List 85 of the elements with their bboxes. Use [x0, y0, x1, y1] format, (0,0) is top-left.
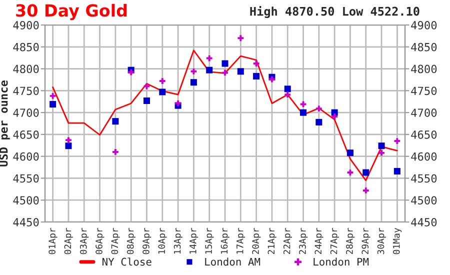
y2-tick-label: 4850 [411, 42, 437, 52]
point [332, 114, 338, 120]
y2-tick-label: 4650 [411, 130, 437, 139]
point [378, 150, 384, 156]
x-tick-label: 01Apr [48, 228, 58, 254]
chart-title: 30 Day Gold [16, 4, 127, 20]
point [284, 92, 291, 98]
point [300, 109, 307, 116]
y-tick-label: 4450 [13, 218, 39, 226]
point [222, 60, 228, 67]
point [50, 92, 56, 99]
y2-tick-label: 4550 [411, 174, 437, 183]
point [112, 149, 118, 155]
y-tick-label: 4650 [13, 130, 39, 139]
text: High 4870.50 Low 4522.10 [250, 6, 420, 18]
line-series [52, 50, 398, 182]
point [128, 69, 134, 76]
point [66, 137, 72, 144]
point [347, 170, 354, 176]
point [50, 100, 56, 108]
point [238, 35, 244, 42]
x-tick-label: 14Apr [190, 228, 198, 254]
x-tick-label: 20Apr [252, 228, 261, 254]
point [159, 88, 166, 96]
point [206, 55, 212, 62]
x-tick-label: 07Apr [111, 228, 120, 254]
point [143, 97, 150, 104]
point [206, 66, 213, 74]
y-tick-label: 4700 [13, 108, 39, 117]
point [284, 86, 291, 92]
point [362, 188, 369, 194]
x-tick-label: 22Apr [283, 228, 292, 254]
point [394, 168, 400, 174]
y2-tick-label: 4750 [411, 86, 437, 96]
y-tick-label: 4500 [13, 196, 39, 205]
y-tick-label: 4750 [13, 86, 39, 96]
point [175, 100, 181, 106]
legend-label: London AM [205, 258, 260, 266]
legend-label: NY Close [102, 258, 152, 266]
point [222, 70, 228, 76]
x-tick-label: 29Apr [362, 228, 370, 254]
x-tick-label: 15Apr [205, 228, 214, 254]
legend-label: London PM [314, 258, 369, 266]
x-tick-label: 02Apr [64, 228, 73, 254]
y2-tick-label: 4600 [411, 152, 437, 161]
x-tick-label: 10Apr [158, 228, 167, 254]
x-tick-label: 24Apr [314, 228, 324, 254]
x-tick-label: 08Apr [126, 228, 136, 254]
x-tick-label: 09Apr [142, 228, 152, 254]
x-tick-label: 01May [392, 228, 402, 254]
point [253, 60, 260, 66]
point [378, 142, 385, 150]
x-tick-label: 28Apr [346, 228, 355, 254]
y-tick-label: 4800 [13, 64, 39, 74]
y2-tick-label: 4450 [411, 218, 437, 226]
x-tick-label: 21Apr [268, 228, 276, 254]
y-tick-label: 4850 [13, 42, 39, 52]
y2-tick-label: 4800 [411, 64, 437, 74]
point [253, 72, 260, 80]
point [190, 68, 197, 74]
point [65, 142, 72, 150]
x-tick-label: 03Apr [80, 228, 89, 254]
y-tick-label: 4900 [13, 21, 39, 30]
y2-tick-label: 4700 [411, 108, 437, 117]
y-tick-label: 4550 [13, 174, 39, 183]
y2-tick-label: 4900 [411, 21, 437, 30]
x-tick-label: 16Apr [220, 228, 230, 254]
point [159, 78, 166, 84]
point [316, 118, 322, 126]
y2-tick-label: 4500 [411, 196, 437, 205]
x-tick-label: 30Apr [377, 228, 386, 254]
x-tick-label: 27Apr [330, 228, 339, 254]
x-tick-label: 23Apr [299, 228, 308, 254]
point [237, 68, 244, 75]
point [394, 138, 400, 144]
point [316, 106, 322, 112]
x-tick-label: 17Apr [236, 228, 246, 254]
x-tick-label: 06Apr [96, 228, 104, 254]
y-tick-label: 4600 [13, 152, 39, 161]
x-tick-label: 13Apr [174, 228, 182, 254]
point [362, 169, 370, 176]
point [346, 150, 354, 156]
point [112, 118, 119, 125]
point [190, 79, 197, 86]
point [269, 76, 275, 82]
